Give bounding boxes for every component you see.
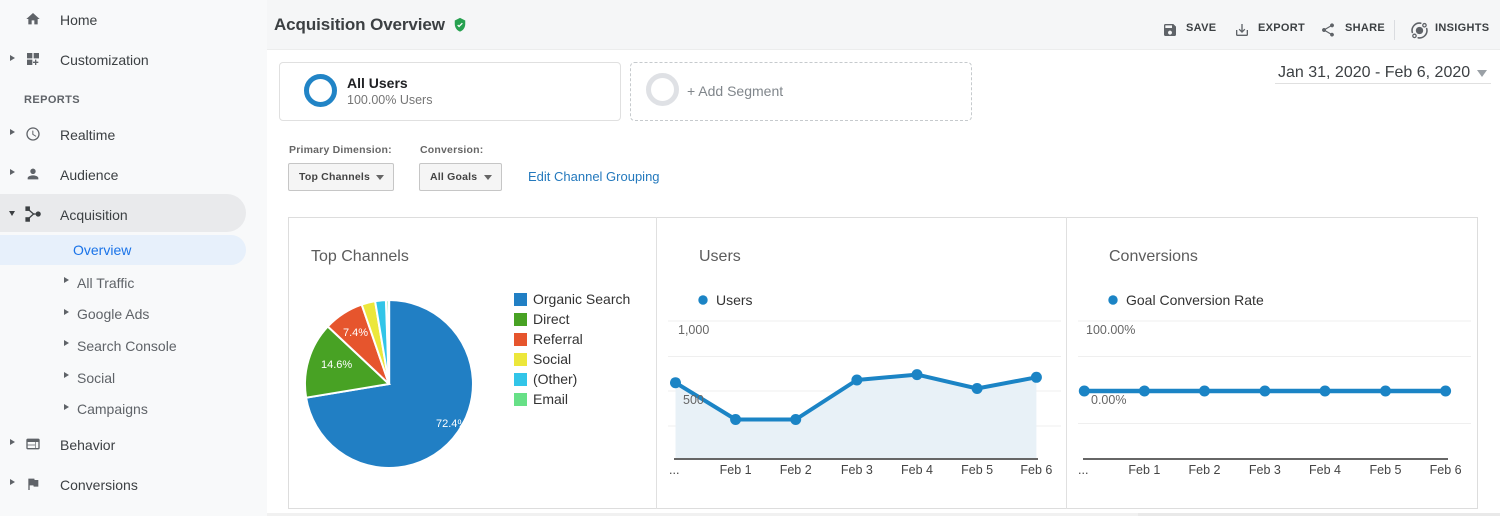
svg-text:Feb 5: Feb 5	[1370, 463, 1402, 477]
svg-text:Social: Social	[533, 351, 571, 367]
svg-text:Top Channels: Top Channels	[311, 248, 409, 265]
svg-text:1,000: 1,000	[678, 323, 709, 337]
svg-text:14.6%: 14.6%	[321, 359, 352, 371]
svg-text:Email: Email	[533, 391, 568, 407]
svg-text:Feb 1: Feb 1	[1128, 463, 1160, 477]
svg-text:0.00%: 0.00%	[1091, 393, 1126, 407]
svg-text:Feb 2: Feb 2	[1189, 463, 1221, 477]
svg-text:Feb 4: Feb 4	[901, 463, 933, 477]
svg-text:7.4%: 7.4%	[343, 327, 368, 339]
svg-text:Feb 6: Feb 6	[1020, 463, 1052, 477]
svg-text:...: ...	[669, 463, 679, 477]
svg-text:Feb 5: Feb 5	[961, 463, 993, 477]
svg-text:Feb 3: Feb 3	[1249, 463, 1281, 477]
svg-text:Direct: Direct	[533, 311, 570, 327]
svg-text:Feb 6: Feb 6	[1430, 463, 1462, 477]
svg-text:Organic Search: Organic Search	[533, 291, 630, 307]
svg-text:Feb 4: Feb 4	[1309, 463, 1341, 477]
svg-text:72.4%: 72.4%	[436, 418, 467, 430]
svg-text:Conversions: Conversions	[1109, 248, 1198, 265]
svg-text:Feb 1: Feb 1	[720, 463, 752, 477]
svg-text:...: ...	[1078, 463, 1088, 477]
svg-text:100.00%: 100.00%	[1086, 323, 1135, 337]
svg-text:Users: Users	[699, 248, 741, 265]
svg-text:Feb 3: Feb 3	[841, 463, 873, 477]
svg-text:Goal Conversion Rate: Goal Conversion Rate	[1126, 292, 1264, 308]
svg-text:Users: Users	[716, 292, 753, 308]
svg-text:Feb 2: Feb 2	[780, 463, 812, 477]
svg-text:(Other): (Other)	[533, 371, 577, 387]
svg-text:500: 500	[683, 393, 704, 407]
svg-text:Referral: Referral	[533, 331, 583, 347]
